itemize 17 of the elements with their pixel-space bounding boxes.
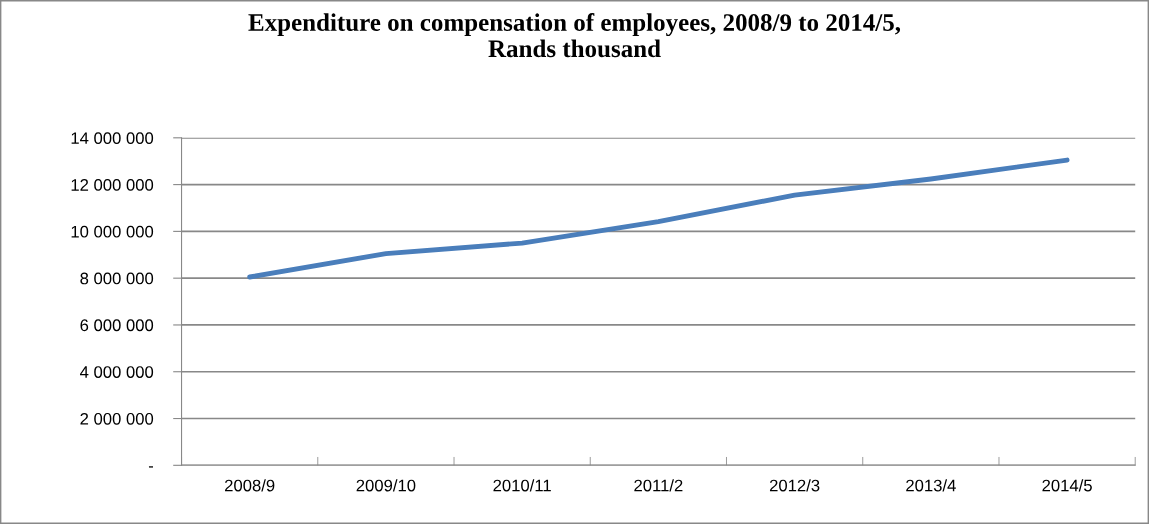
- y-tick-label: 12 000 000: [71, 179, 154, 191]
- y-tick-label: -: [148, 466, 154, 468]
- line-series: [247, 157, 1070, 280]
- x-tick-label: 2014/5: [1042, 479, 1092, 492]
- x-tick-label: 2008/9: [225, 479, 275, 492]
- chart-title: Expenditure on compensation of employees, 2008/9 to 2014/5, Rands thousand: [248, 13, 901, 58]
- y-tick-label: 8 000 000: [80, 272, 154, 285]
- y-tick-label: 4 000 000: [80, 366, 154, 378]
- x-tick-label: 2010/11: [493, 479, 551, 492]
- x-tick-label: 2009/10: [356, 479, 416, 492]
- x-tick-label: 2013/4: [906, 479, 956, 492]
- x-tick-label: 2012/3: [769, 479, 820, 492]
- y-tick-label: 2 000 000: [80, 412, 154, 425]
- y-tick-label: 10 000 000: [71, 225, 154, 238]
- x-tick-label: 2011/2: [634, 479, 683, 492]
- y-tick-label: 6 000 000: [80, 319, 154, 332]
- y-tick-label: 14 000 000: [71, 132, 154, 145]
